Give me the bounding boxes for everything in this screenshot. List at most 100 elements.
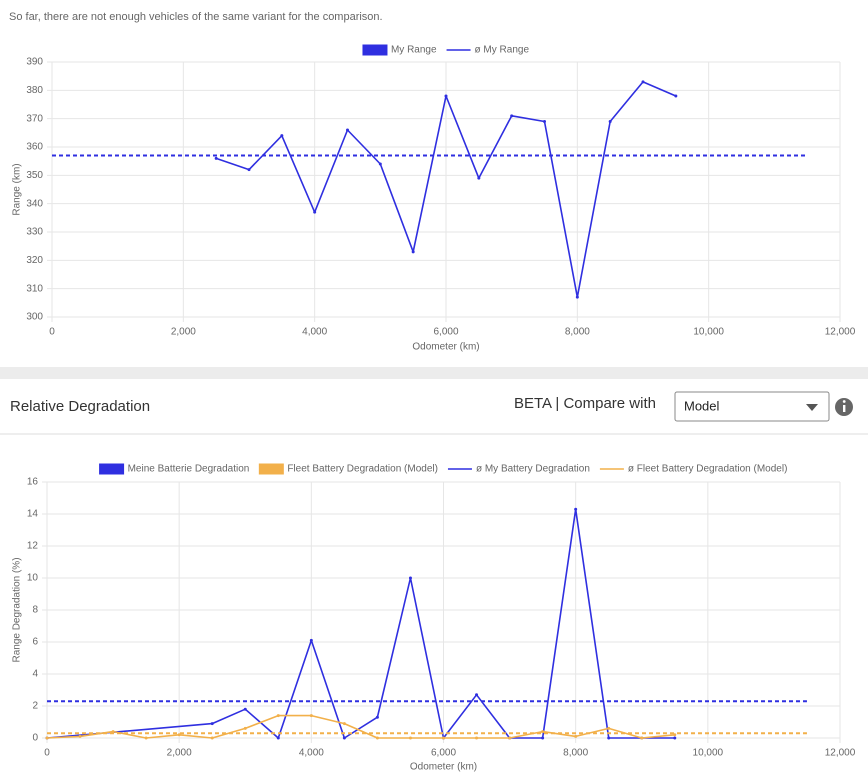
- y-tick-label: 16: [27, 477, 39, 488]
- y-tick-label: 350: [26, 170, 43, 181]
- legend-swatch: [362, 44, 388, 56]
- x-tick-label: 10,000: [693, 327, 724, 338]
- x-tick-label: 2,000: [167, 748, 192, 759]
- point: [342, 736, 346, 740]
- separator: [0, 367, 868, 379]
- point: [574, 507, 578, 511]
- point: [378, 162, 382, 166]
- select-value: Model: [684, 398, 720, 413]
- y-tick-label: 0: [32, 733, 38, 744]
- y-tick-label: 360: [26, 142, 43, 153]
- legend-label: ø My Range: [475, 45, 530, 56]
- y-tick-label: 370: [26, 113, 43, 124]
- point: [444, 94, 448, 98]
- point: [673, 733, 677, 737]
- point: [247, 168, 251, 172]
- point: [346, 128, 349, 132]
- select-arrow: [806, 404, 818, 411]
- legend-label: My Range: [391, 45, 437, 56]
- y-tick-label: 4: [32, 669, 38, 680]
- y-tick-label: 300: [26, 312, 43, 323]
- point: [510, 114, 514, 118]
- y-tick-label: 10: [27, 573, 39, 584]
- legend-label: Meine Batterie Degradation: [128, 464, 250, 475]
- point: [608, 120, 612, 123]
- point: [640, 736, 644, 740]
- point: [210, 722, 214, 726]
- x-tick-label: 0: [49, 327, 55, 338]
- series-line: [46, 508, 675, 739]
- compare-select[interactable]: [674, 391, 830, 422]
- x-tick-label: 10,000: [693, 748, 724, 759]
- section-title: Relative Degradation: [10, 398, 150, 415]
- point: [243, 726, 247, 730]
- point: [673, 736, 677, 740]
- point: [342, 722, 346, 726]
- x-tick-label: 4,000: [299, 748, 324, 759]
- notice: So far, there are not enough vehicles of…: [9, 11, 383, 23]
- point: [641, 80, 645, 84]
- point: [280, 134, 284, 138]
- legend-label: ø My Battery Degradation: [476, 464, 590, 475]
- point: [309, 638, 313, 642]
- x-tick-label: 8,000: [563, 748, 588, 759]
- info-icon-dot: [842, 400, 846, 403]
- x-tick-label: 4,000: [302, 327, 327, 338]
- y-tick-label: 330: [26, 227, 43, 238]
- point: [309, 714, 313, 718]
- x-tick-label: 2,000: [171, 327, 196, 338]
- point: [411, 250, 415, 254]
- point: [375, 715, 379, 719]
- point: [313, 210, 317, 214]
- point: [442, 736, 445, 740]
- point: [78, 734, 82, 738]
- y-tick-label: 380: [26, 85, 43, 96]
- x-tick-label: 6,000: [431, 748, 456, 759]
- point: [477, 176, 481, 180]
- compare-label: BETA | Compare with: [514, 395, 656, 412]
- legend-label: Fleet Battery Degradation (Model): [287, 464, 438, 475]
- y-tick-label: 6: [32, 637, 38, 648]
- y-tick-label: 12: [27, 541, 39, 552]
- series-line: [46, 714, 675, 739]
- legend-swatch: [258, 463, 284, 475]
- point: [276, 736, 280, 740]
- y-tick-label: 8: [32, 605, 38, 616]
- point: [607, 726, 611, 730]
- info-icon-bar: [843, 405, 846, 412]
- point: [243, 707, 247, 711]
- y-tick-label: 320: [26, 255, 43, 266]
- y-tick-label: 2: [32, 701, 38, 712]
- point: [674, 94, 678, 98]
- x-tick-label: 8,000: [565, 327, 590, 338]
- x-tick-label: 12,000: [825, 327, 856, 338]
- point: [375, 736, 379, 740]
- x-tick-label: 12,000: [825, 748, 856, 759]
- point: [408, 576, 412, 580]
- y-axis-title: Range (km): [12, 163, 23, 215]
- legend-swatch: [99, 463, 125, 475]
- x-axis-title: Odometer (km): [412, 342, 479, 353]
- legend-label: ø Fleet Battery Degradation (Model): [628, 464, 788, 475]
- point: [541, 730, 545, 734]
- point: [607, 736, 611, 740]
- y-tick-label: 14: [27, 509, 39, 520]
- x-tick-label: 0: [44, 748, 50, 759]
- x-tick-label: 6,000: [433, 327, 458, 338]
- point: [475, 693, 479, 697]
- point: [508, 736, 512, 740]
- point: [475, 736, 479, 740]
- point: [574, 734, 578, 738]
- point: [144, 736, 148, 740]
- point: [276, 714, 280, 718]
- point: [541, 736, 545, 740]
- y-axis-title: Range Degradation (%): [12, 557, 23, 662]
- y-tick-label: 310: [26, 283, 43, 294]
- y-tick-label: 390: [26, 57, 43, 68]
- point: [408, 736, 412, 740]
- point: [45, 736, 49, 740]
- x-axis-title: Odometer (km): [410, 762, 477, 773]
- point: [214, 156, 218, 160]
- point: [543, 120, 546, 123]
